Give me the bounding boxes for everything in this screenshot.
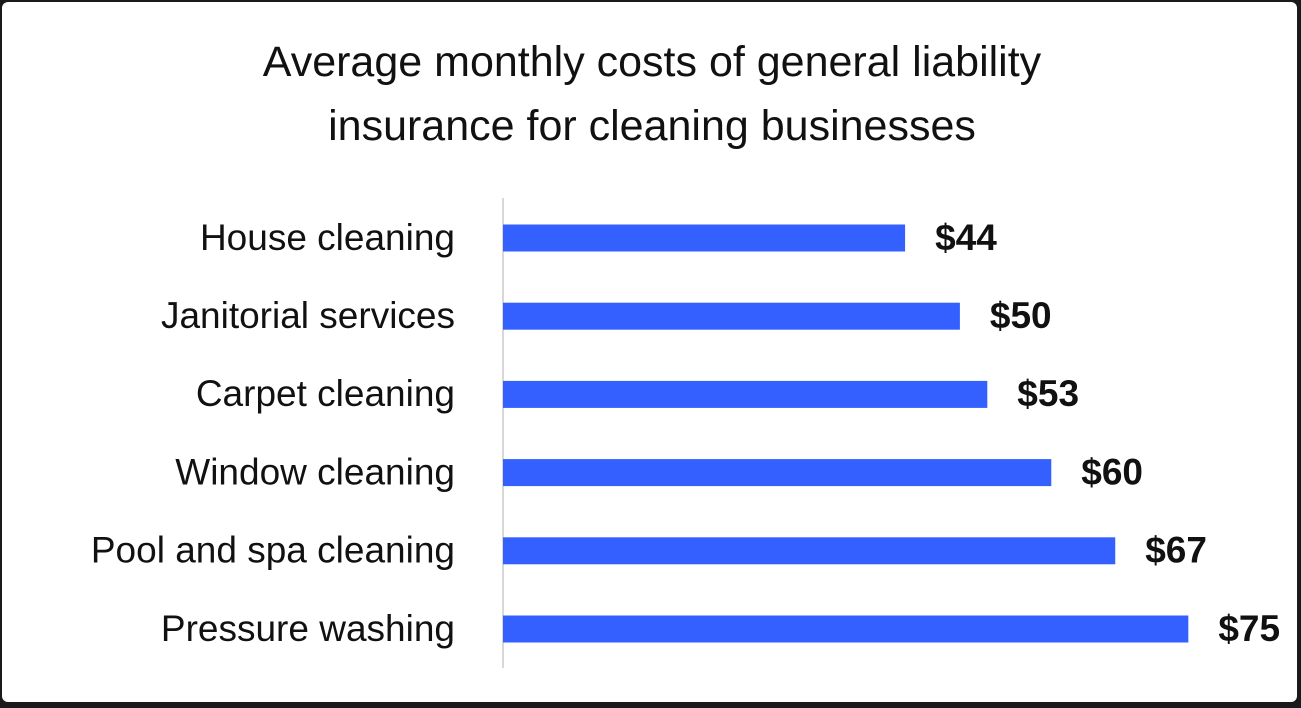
category-label: House cleaning [200,217,455,258]
category-label: Janitorial services [161,295,455,336]
bar [503,537,1116,565]
chart-title: Average monthly costs of general liabili… [262,38,1042,150]
value-label: $53 [1017,373,1079,414]
bar [503,615,1189,643]
value-label: $75 [1218,608,1280,649]
bar [503,302,960,330]
category-label: Window cleaning [175,451,455,492]
bar [503,224,906,252]
value-label: $60 [1081,451,1143,492]
category-label: Pressure washing [161,608,455,649]
bar [503,380,988,408]
category-label: Carpet cleaning [196,373,455,414]
value-label: $67 [1145,530,1207,571]
bar [503,459,1052,487]
category-label: Pool and spa cleaning [91,530,455,571]
value-label: $44 [935,217,997,258]
value-label: $50 [990,295,1052,336]
